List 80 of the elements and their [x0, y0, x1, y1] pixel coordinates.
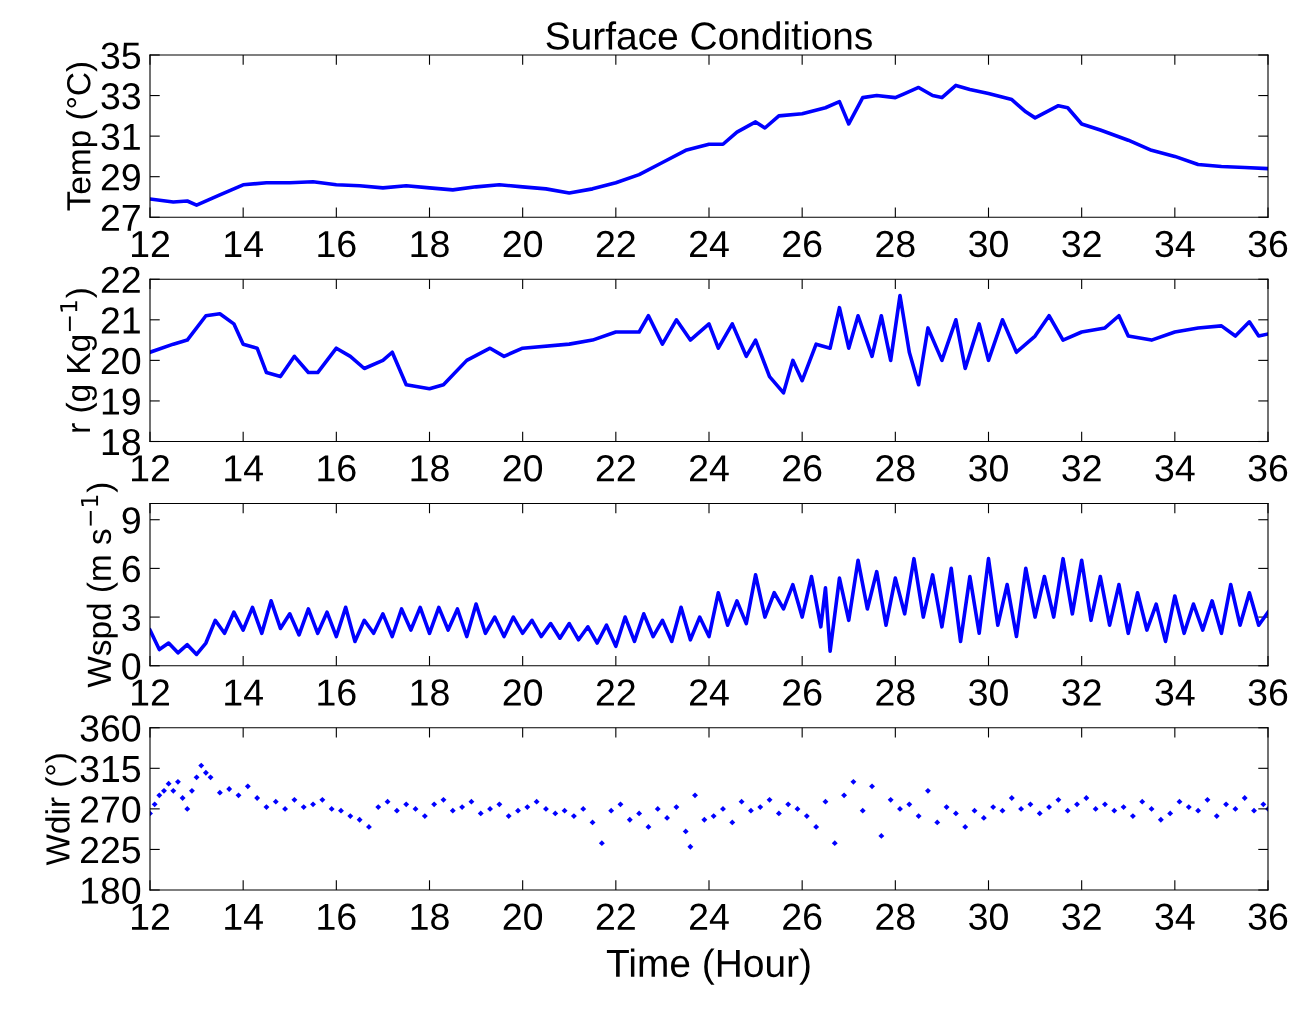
- x-tick-label: 24: [690, 679, 729, 706]
- x-tick-label: 18: [411, 454, 449, 482]
- x-tick-label: 26: [783, 230, 822, 258]
- y-axis-title: Wspd (m s$^{−1}$): [81, 483, 118, 688]
- x-tick-label: 22: [596, 903, 635, 930]
- y-tick-label: 180: [81, 877, 141, 904]
- y-tick-label: 35: [101, 42, 141, 69]
- y-tick-label: 6: [122, 555, 141, 583]
- x-tick-label: 28: [876, 903, 915, 931]
- x-tick-label: 36: [1248, 903, 1288, 931]
- x-tick-label: 32: [1062, 903, 1101, 931]
- x-tick-label: 16: [318, 230, 356, 258]
- y-tick-label: 33: [101, 82, 141, 110]
- x-tick-label: 12: [132, 454, 169, 482]
- y-tick-label: 225: [80, 836, 141, 864]
- x-tick-label: 34: [1155, 679, 1195, 706]
- x-tick-label: 24: [690, 230, 729, 257]
- y-tick-label: 315: [80, 755, 141, 783]
- x-tick-label: 22: [596, 230, 635, 257]
- x-tick-label: 14: [225, 679, 263, 706]
- y-tick-label: 22: [101, 266, 140, 293]
- x-tick-label: 30: [969, 903, 1008, 931]
- y-tick-label: 3: [122, 604, 141, 632]
- x-tick-label: 18: [411, 679, 449, 706]
- x-tick-label: 34: [1155, 230, 1195, 258]
- x-tick-label: 22: [596, 454, 635, 482]
- x-tick-label: 18: [411, 230, 449, 258]
- x-tick-label: 30: [969, 454, 1008, 482]
- y-tick-label: 31: [101, 123, 140, 151]
- x-tick-label: 36: [1248, 454, 1288, 482]
- x-tick-label: 20: [503, 230, 543, 258]
- x-tick-label: 14: [225, 231, 263, 257]
- x-tick-label: 20: [503, 679, 543, 706]
- y-tick-label: 20: [101, 347, 141, 375]
- x-tick-label: 24: [690, 454, 729, 482]
- x-tick-label: 18: [411, 903, 449, 931]
- x-tick-label: 16: [318, 679, 356, 706]
- x-tick-label: 16: [318, 454, 356, 482]
- y-tick-label: 29: [101, 164, 140, 191]
- chart-title: Surface Conditions: [546, 21, 872, 50]
- x-tick-label: 26: [783, 679, 822, 706]
- x-tick-label: 32: [1062, 230, 1101, 258]
- line-series: [150, 83, 1268, 207]
- x-tick-label: 12: [132, 903, 169, 930]
- x-tick-label: 24: [690, 903, 729, 930]
- y-tick-label: 0: [122, 653, 141, 680]
- x-tick-label: 12: [132, 679, 169, 706]
- y-tick-label: 9: [122, 507, 140, 534]
- y-axis-title: Wdir (°): [45, 754, 77, 866]
- y-axis-title: r (g Kg$^{−1}$): [60, 289, 97, 432]
- x-axis-title: Time (Hour): [606, 948, 810, 985]
- y-tick-label: 21: [101, 307, 140, 334]
- y-axis-title: Temp (°C): [66, 63, 98, 211]
- y-tick-label: 19: [102, 388, 140, 415]
- line-series: [150, 293, 1268, 395]
- x-tick-label: 20: [503, 903, 543, 931]
- x-tick-label: 30: [969, 230, 1008, 258]
- x-tick-label: 34: [1155, 903, 1195, 931]
- y-tick-label: 18: [102, 428, 141, 456]
- x-tick-label: 36: [1248, 230, 1288, 258]
- x-tick-label: 32: [1062, 679, 1101, 706]
- x-tick-label: 28: [876, 230, 915, 258]
- x-tick-label: 30: [969, 679, 1008, 706]
- y-tick-label: 27: [101, 204, 140, 231]
- x-tick-label: 16: [318, 903, 356, 931]
- y-tick-label: 360: [80, 715, 141, 742]
- x-tick-label: 22: [596, 679, 635, 706]
- x-tick-label: 34: [1155, 454, 1195, 482]
- x-tick-label: 26: [783, 903, 822, 931]
- x-tick-label: 26: [783, 454, 822, 482]
- x-tick-label: 36: [1248, 679, 1288, 706]
- x-tick-label: 14: [225, 903, 263, 930]
- line-series: [150, 556, 1268, 657]
- x-tick-label: 14: [225, 455, 263, 482]
- x-tick-label: 28: [876, 454, 915, 482]
- x-tick-label: 32: [1062, 454, 1101, 482]
- x-tick-label: 12: [132, 230, 169, 257]
- y-tick-label: 270: [80, 796, 141, 823]
- x-tick-label: 28: [876, 679, 915, 706]
- x-tick-label: 20: [503, 454, 543, 482]
